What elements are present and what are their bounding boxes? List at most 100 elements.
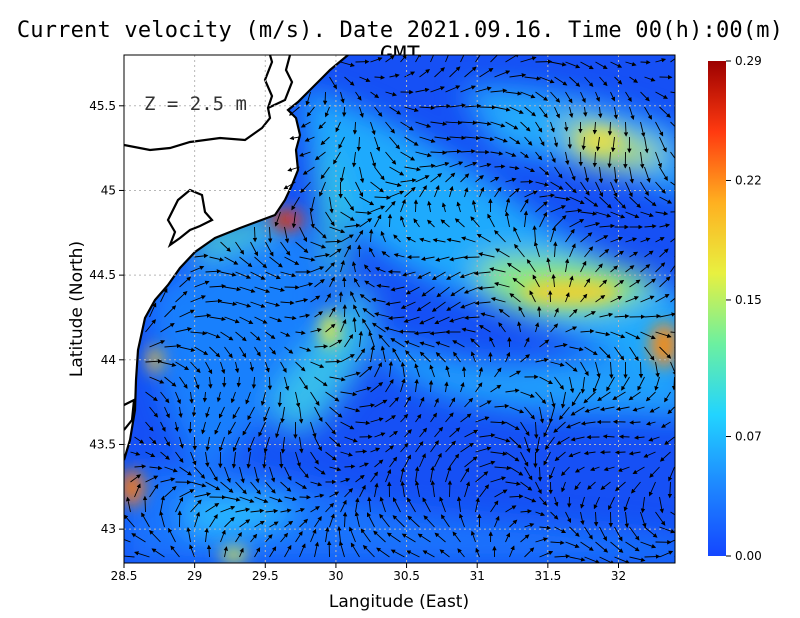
current-arrow xyxy=(389,166,405,176)
current-arrow xyxy=(568,451,581,458)
current-arrow xyxy=(325,293,331,303)
current-arrow xyxy=(564,258,570,273)
current-arrow xyxy=(400,442,409,453)
current-arrow xyxy=(580,511,585,526)
current-arrow xyxy=(435,256,450,262)
current-arrow xyxy=(149,436,157,445)
current-arrow xyxy=(364,280,375,288)
current-arrow xyxy=(262,451,267,469)
current-arrow xyxy=(565,361,578,372)
current-arrow xyxy=(359,196,375,206)
x-tick-label: 29 xyxy=(187,569,202,583)
current-arrow xyxy=(554,554,571,559)
current-arrow xyxy=(445,55,449,63)
current-arrow xyxy=(201,421,206,435)
current-arrow xyxy=(205,436,210,452)
current-arrow xyxy=(670,181,675,186)
current-arrow xyxy=(614,314,630,319)
current-arrow xyxy=(429,364,435,378)
current-arrow xyxy=(524,136,533,146)
x-tick-label: 30.5 xyxy=(393,569,420,583)
current-arrow xyxy=(405,286,420,295)
current-arrow xyxy=(404,396,411,408)
current-arrow xyxy=(524,337,530,348)
current-arrow xyxy=(134,436,145,444)
current-arrow xyxy=(445,172,456,183)
current-arrow xyxy=(670,91,675,94)
current-arrow xyxy=(314,436,322,452)
current-arrow xyxy=(614,526,623,542)
current-arrow xyxy=(551,273,556,288)
current-arrow xyxy=(504,211,510,228)
current-arrow xyxy=(400,178,417,183)
current-arrow xyxy=(494,489,508,498)
current-arrow xyxy=(441,202,447,213)
current-arrow xyxy=(310,528,317,543)
current-arrow xyxy=(385,151,397,165)
current-arrow xyxy=(124,514,135,528)
current-arrow xyxy=(464,429,479,438)
current-arrow xyxy=(597,391,611,402)
current-arrow xyxy=(404,71,416,78)
current-arrow xyxy=(359,218,373,228)
current-arrow xyxy=(359,403,376,408)
current-arrow xyxy=(440,219,450,228)
current-arrow xyxy=(265,361,270,373)
current-arrow xyxy=(479,136,495,142)
current-arrow xyxy=(479,186,485,198)
current-arrow xyxy=(419,237,431,243)
current-arrow xyxy=(231,451,237,469)
current-arrow xyxy=(223,546,229,558)
current-arrow xyxy=(452,531,461,543)
current-arrow xyxy=(610,136,616,153)
current-arrow xyxy=(245,391,251,405)
current-arrow xyxy=(206,544,212,558)
y-axis-label: Latitude (North) xyxy=(67,241,87,377)
current-arrow xyxy=(599,279,608,288)
current-arrow xyxy=(610,91,616,102)
current-arrow xyxy=(550,361,565,367)
current-arrow xyxy=(295,330,306,335)
current-arrow xyxy=(415,87,430,93)
current-arrow xyxy=(439,496,446,513)
current-arrow xyxy=(550,91,561,103)
colorbar-tick-label: 0.15 xyxy=(735,293,762,307)
current-arrow xyxy=(246,451,251,469)
current-arrow xyxy=(314,252,330,258)
current-arrow xyxy=(385,200,396,213)
current-arrow xyxy=(644,346,655,361)
current-arrow xyxy=(190,481,207,488)
current-arrow xyxy=(309,196,315,213)
current-arrow xyxy=(355,91,362,101)
current-arrow xyxy=(145,391,158,402)
current-arrow xyxy=(422,550,435,558)
current-arrow xyxy=(587,481,596,490)
current-arrow xyxy=(325,262,336,273)
current-arrow xyxy=(461,366,467,378)
current-arrow xyxy=(265,534,273,543)
current-arrow xyxy=(250,331,261,341)
current-arrow xyxy=(414,378,419,393)
current-arrow xyxy=(490,451,508,456)
current-arrow xyxy=(340,421,355,430)
current-arrow xyxy=(595,541,609,553)
current-arrow xyxy=(640,60,651,65)
current-arrow xyxy=(584,221,601,228)
current-arrow xyxy=(370,91,380,99)
current-arrow xyxy=(145,475,159,483)
current-arrow xyxy=(523,210,529,228)
current-arrow xyxy=(494,164,506,169)
current-arrow xyxy=(194,313,212,318)
current-arrow xyxy=(149,302,157,318)
current-arrow xyxy=(526,258,536,273)
current-arrow xyxy=(190,295,206,303)
current-arrow xyxy=(655,331,672,338)
current-arrow xyxy=(263,436,270,454)
current-arrow xyxy=(341,106,347,117)
current-arrow xyxy=(535,436,540,454)
current-arrow xyxy=(284,466,292,481)
current-arrow xyxy=(475,86,492,93)
current-arrow xyxy=(674,255,675,258)
current-arrow xyxy=(539,339,550,348)
current-arrow xyxy=(329,376,346,382)
